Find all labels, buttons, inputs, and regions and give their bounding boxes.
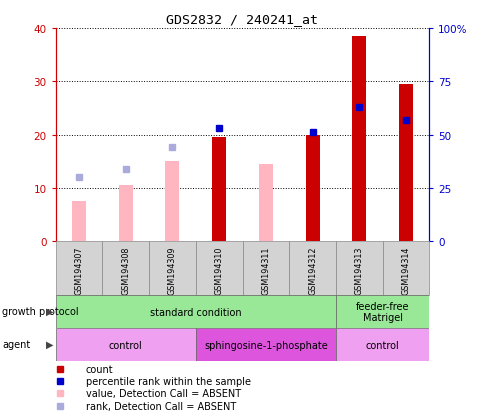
Text: GSM194313: GSM194313 <box>354 246 363 294</box>
Text: GSM194310: GSM194310 <box>214 246 223 294</box>
Bar <box>56 242 102 295</box>
Bar <box>212 138 226 242</box>
Bar <box>119 186 133 242</box>
Text: agent: agent <box>2 339 30 349</box>
Text: count: count <box>86 364 113 374</box>
Text: GSM194308: GSM194308 <box>121 246 130 294</box>
Bar <box>382 242 428 295</box>
Text: percentile rank within the sample: percentile rank within the sample <box>86 376 250 386</box>
Bar <box>335 242 382 295</box>
Text: standard condition: standard condition <box>150 307 241 317</box>
Bar <box>56 328 196 361</box>
Bar <box>351 37 365 242</box>
Bar <box>56 295 335 328</box>
Bar <box>288 242 335 295</box>
Text: ▶: ▶ <box>45 306 53 316</box>
Bar <box>335 328 428 361</box>
Text: control: control <box>109 340 142 350</box>
Text: rank, Detection Call = ABSENT: rank, Detection Call = ABSENT <box>86 401 236 411</box>
Text: GSM194314: GSM194314 <box>401 246 409 294</box>
Bar <box>258 164 272 242</box>
Text: control: control <box>365 340 399 350</box>
Text: GSM194311: GSM194311 <box>261 246 270 294</box>
Text: feeder-free
Matrigel: feeder-free Matrigel <box>355 301 408 323</box>
Bar <box>242 242 288 295</box>
Bar <box>165 162 179 242</box>
Text: GSM194312: GSM194312 <box>307 246 317 294</box>
Bar <box>102 242 149 295</box>
Text: growth protocol: growth protocol <box>2 306 79 316</box>
Text: sphingosine-1-phosphate: sphingosine-1-phosphate <box>204 340 327 350</box>
Bar <box>149 242 196 295</box>
Text: GSM194309: GSM194309 <box>167 246 177 294</box>
Text: GSM194307: GSM194307 <box>75 246 83 294</box>
Bar <box>335 295 428 328</box>
Bar <box>72 202 86 242</box>
Title: GDS2832 / 240241_at: GDS2832 / 240241_at <box>166 13 318 26</box>
Bar <box>398 85 412 242</box>
Text: ▶: ▶ <box>45 339 53 349</box>
Bar <box>196 242 242 295</box>
Bar <box>196 328 335 361</box>
Text: value, Detection Call = ABSENT: value, Detection Call = ABSENT <box>86 388 241 398</box>
Bar <box>305 135 319 242</box>
